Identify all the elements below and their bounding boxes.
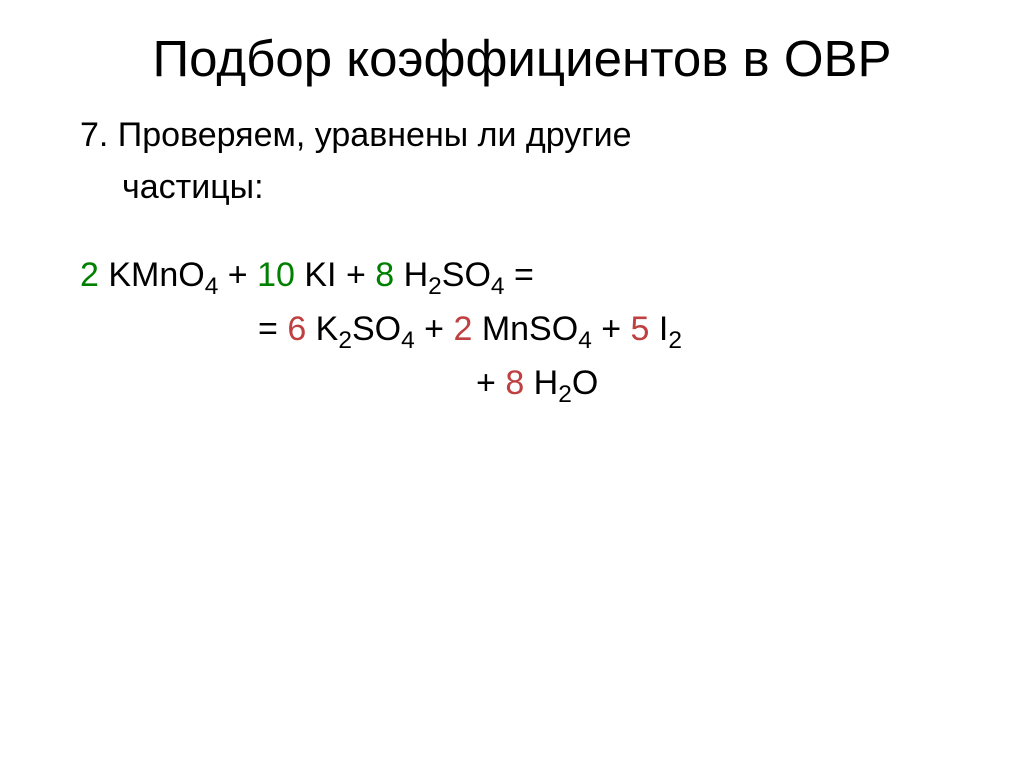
formula-text: KI + [295,256,375,294]
equation-line-3: + 8 H2O [80,361,964,405]
slide-title: Подбор коэффициентов в ОВР [80,30,964,89]
coefficient: 10 [257,256,295,294]
equation-block: 2 KMnO4 + 10 KI + 8 H2SO4 = = 6 K2SO4 + … [80,253,964,406]
subscript: 4 [491,273,505,300]
subscript: 2 [338,327,352,354]
formula-text: KMnO [99,256,205,294]
formula-text: O [572,364,598,402]
formula-text: H [394,256,428,294]
subscript: 4 [401,327,415,354]
subscript: 2 [428,273,442,300]
coefficient: 2 [453,310,472,348]
formula-text: SO [442,256,491,294]
subscript: 4 [578,327,592,354]
formula-text: = [258,310,287,348]
formula-text: K [306,310,338,348]
subscript: 2 [668,327,682,354]
step-text-line2: частицы: [80,165,964,209]
formula-text: + [218,256,257,294]
coefficient: 6 [287,310,306,348]
formula-text: + [476,364,505,402]
coefficient: 5 [631,310,650,348]
formula-text: + [415,310,454,348]
formula-text: I [649,310,668,348]
formula-text: + [592,310,631,348]
equation-line-1: 2 KMnO4 + 10 KI + 8 H2SO4 = [80,253,964,297]
subscript: 2 [558,381,572,408]
coefficient: 8 [375,256,394,294]
coefficient: 2 [80,256,99,294]
equation-line-2: = 6 K2SO4 + 2 MnSO4 + 5 I2 [80,307,964,351]
formula-text: = [505,256,534,294]
step-text-line1: 7. Проверяем, уравнены ли другие [80,113,964,157]
formula-text: H [524,364,558,402]
formula-text: MnSO [472,310,578,348]
slide-body: 7. Проверяем, уравнены ли другие частицы… [80,113,964,406]
coefficient: 8 [505,364,524,402]
subscript: 4 [205,273,219,300]
formula-text: SO [352,310,401,348]
